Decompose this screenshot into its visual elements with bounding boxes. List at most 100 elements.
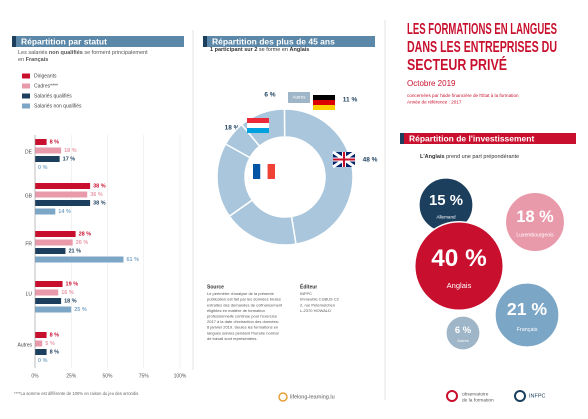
main-title: SECTEUR PRIVÉ [407,57,507,74]
legend-label: Salariés qualifiés [34,93,72,99]
flag-stripe [247,128,269,133]
subtitle-part: Les salariés [18,50,49,56]
bar [35,239,73,246]
value-label: 18 % [516,208,554,226]
value-label: 48 % [363,157,378,164]
section-stripe [400,133,404,144]
value-label: 38 % [93,184,106,190]
subtitle: Les salariés non qualifiés se forment pr… [18,50,148,56]
bubble [445,315,481,351]
bar [35,349,47,355]
editor-title: Éditeur [300,282,317,290]
value-label: 0 % [38,165,48,171]
source-line: de travail sont représentées. [207,336,257,341]
category-label: DE [25,149,33,155]
value-label: 18 % [225,125,240,132]
source-line: Le périmètre d'analyse de la présente [207,291,275,296]
bar [35,340,43,347]
value-label: 19 % [66,282,79,288]
section-title: Répartition des plus de 45 ans [212,36,335,46]
bar [35,139,47,145]
category-label: FR [25,241,32,247]
flag-stripe [313,95,335,100]
legend-swatch [22,103,30,109]
legend-label: Cadres**** [34,83,58,89]
value-label: 8 % [50,333,60,339]
bar [35,298,62,304]
bar [35,256,124,263]
logo [278,392,288,402]
subtitle-part: Anglais [290,47,310,53]
donut-slice [224,123,261,159]
source-line: publication est fait par les données bru… [207,297,281,302]
category-label: Allemand [436,214,456,219]
flag-stripe [313,105,335,110]
footer-obs: de la formation [462,397,494,403]
value-label: 8 % [50,140,60,146]
bar [35,200,91,206]
editor-line: INFPC [300,291,312,296]
bar [35,147,62,154]
bar [35,208,56,215]
footer-obs: observatoire [462,391,489,397]
legend-swatch [22,73,30,79]
source-line: 8 janvier 2019. Seules les formations en [207,325,278,330]
section-header [12,36,184,47]
x-tick-label: 0% [31,373,39,379]
date: Octobre 2019 [407,79,456,88]
note: concernées par l'aide financière de l'Ét… [407,92,519,98]
category-label: Autres [457,338,469,343]
subtitle-part: prend une part prépondérante [445,154,520,160]
bar [35,332,47,338]
subtitle-part: se forment principalement [83,50,148,56]
value-label: 5 % [45,341,55,347]
flag-stripe [260,164,268,179]
bubble [413,220,505,312]
flag-stripe [247,118,269,123]
bar [35,306,72,313]
subtitle-part: non qualifiés [49,50,83,56]
donut-slice [283,108,354,245]
legend-label: Dirigeants [34,73,57,79]
subtitle-part: se forme en [257,47,289,53]
value-label: 61 % [126,257,139,263]
section-stripe [203,36,207,47]
logo [446,390,458,402]
legend-label: Salariés non qualifiés [34,103,82,109]
source-title: Source [207,284,224,290]
flag-stripe [253,164,261,179]
value-label: 15 % [429,193,463,209]
section-title: Répartition de l'investissement [409,133,534,143]
source-line: 2017 à la date d'extraction des données: [207,319,279,324]
value-label: 16 % [61,290,74,296]
category-label: LU [26,291,33,297]
value-label: 8 % [50,350,60,356]
value-label: 11 % [343,97,358,104]
value-label: 6 % [264,92,275,99]
value-label: 21 % [68,249,81,255]
logo [514,390,526,402]
subtitle: 1 participant sur 2 se forme en Anglais [210,47,309,53]
bar [35,289,59,296]
section-title: Répartition par statut [21,36,107,46]
value-label: 14 % [58,209,71,215]
editor-line: L-2370 HOWALD [300,308,331,313]
flag [288,92,310,103]
section-stripe [12,36,16,47]
legend-swatch [22,83,30,89]
bubble [494,282,560,348]
bar [35,281,63,287]
value-label: 38 % [93,201,106,207]
bubble [504,191,566,253]
footnote: ****La somme est différente de 100% en r… [14,391,139,396]
value-label: 18 % [64,299,77,305]
value-label: 21 % [507,299,548,319]
subtitle-part: L'Anglais [420,154,445,160]
section-header [400,133,576,144]
x-tick-label: 100% [174,373,187,379]
bar [35,191,88,198]
flag-stripe [247,123,269,128]
source-line: extraites des demandes de cofinancement [207,302,283,307]
